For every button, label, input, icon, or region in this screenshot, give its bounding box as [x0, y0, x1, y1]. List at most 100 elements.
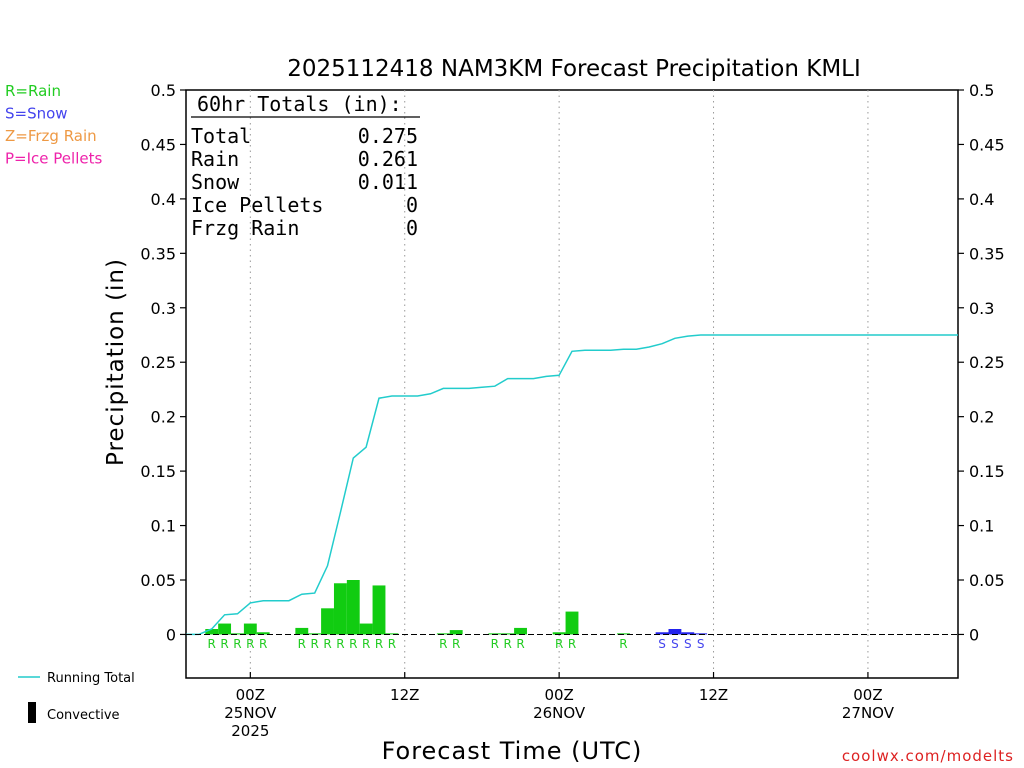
precip-bar: [256, 632, 270, 635]
precip-type-letter: R: [619, 637, 627, 651]
totals-row-label: Snow: [191, 170, 240, 194]
precip-type-letter: R: [259, 637, 267, 651]
precip-type-letter: R: [362, 637, 370, 651]
precip-type-letter: R: [298, 637, 306, 651]
y-tick-label-right: 0: [969, 625, 979, 644]
running-total-series: [186, 334, 958, 636]
y-tick-label-left: 0.2: [151, 408, 176, 427]
x-tick-label: 00Z: [236, 686, 265, 704]
y-tick-label-right: 0.05: [969, 571, 1005, 590]
y-tick-label-left: 0: [166, 625, 176, 644]
convective-legend-label: Convective: [47, 708, 120, 723]
precip-type-letter: R: [452, 637, 460, 651]
precip-type-letter: R: [310, 637, 318, 651]
running-total-legend-label: Running Total: [47, 671, 135, 686]
precip-bar: [617, 633, 630, 635]
x-tick-label: 2025: [231, 722, 269, 740]
y-tick-label-left: 0.4: [151, 190, 176, 209]
precip-type-letter: R: [349, 637, 357, 651]
precip-type-letter: R: [388, 637, 396, 651]
precip-bar: [346, 580, 360, 635]
totals-row-value: 0.275: [358, 124, 418, 148]
chart-title: 2025112418 NAM3KM Forecast Precipitation…: [287, 56, 861, 82]
precip-bar: [681, 632, 695, 635]
y-tick-label-right: 0.25: [969, 353, 1005, 372]
totals-row-label: Rain: [191, 147, 239, 171]
precip-bar: [321, 608, 334, 635]
precip-bar: [308, 633, 322, 635]
x-tick-label: 12Z: [699, 686, 728, 704]
precip-bar: [655, 632, 669, 635]
y-tick-label-left: 0.3: [151, 299, 176, 318]
precip-bar: [449, 630, 463, 635]
y-tick-label-left: 0.5: [151, 81, 176, 100]
precip-type-letter: R: [220, 637, 228, 651]
precip-type-legend: R=Rain S=Snow Z=Frzg Rain P=Ice Pellets: [5, 82, 102, 168]
precip-type-letter: R: [246, 637, 254, 651]
precip-bar: [372, 585, 386, 635]
totals-row-label: Total: [191, 124, 251, 148]
convective-legend-swatch: [28, 702, 36, 723]
series-legend: Running Total Convective: [18, 671, 135, 723]
credit-link[interactable]: coolwx.com/modelts: [842, 747, 1014, 765]
precip-type-letter: R: [568, 637, 576, 651]
y-tick-label-left: 0.35: [140, 244, 176, 263]
totals-row-value: 0: [406, 193, 418, 217]
precip-type-letter: S: [658, 637, 666, 651]
y-tick-label-left: 0.1: [151, 517, 176, 536]
plot-frame: [185, 89, 959, 679]
precip-bar: [243, 623, 257, 635]
type-legend-item: S=Snow: [5, 105, 68, 123]
y-tick-label-right: 0.3: [969, 299, 994, 318]
hourly-bars: [205, 580, 708, 635]
totals-row-value: 0: [406, 216, 418, 240]
x-tick-label: 25NOV: [224, 704, 277, 722]
precip-type-letter: R: [208, 637, 216, 651]
precip-bar: [694, 633, 708, 635]
y-tick-label-right: 0.15: [969, 462, 1005, 481]
precip-type-letter: R: [336, 637, 344, 651]
totals-box: 60hr Totals (in): Total 0.275 Rain 0.261 Sno…: [191, 92, 420, 240]
precip-type-letter: S: [671, 637, 679, 651]
type-legend-item: R=Rain: [5, 82, 61, 100]
totals-header: 60hr Totals (in):: [197, 92, 402, 116]
precip-bar: [359, 623, 373, 635]
precip-bar: [295, 627, 309, 635]
y-axis-left: 0 0.05 0.1 0.15 0.2 0.25 0.3 0.35 0.4 0.45 0.5: [140, 81, 186, 644]
vertical-gridlines: [249, 90, 869, 678]
precip-bar: [552, 632, 566, 635]
totals-row-label: Ice Pellets: [191, 193, 323, 217]
precip-type-letter: S: [697, 637, 705, 651]
y-tick-label-right: 0.45: [969, 135, 1005, 154]
y-tick-label-left: 0.25: [140, 353, 176, 372]
precip-bar: [385, 633, 399, 635]
y-tick-label-left: 0.15: [140, 462, 176, 481]
totals-row-value: 0.011: [358, 170, 418, 194]
precip-type-letter: R: [516, 637, 524, 651]
precip-bar: [501, 633, 515, 635]
precip-bar: [488, 633, 502, 635]
precip-bar: [565, 611, 579, 635]
precip-bar: [436, 633, 450, 635]
precip-type-letter: R: [439, 637, 447, 651]
precip-bar: [333, 583, 347, 635]
x-axis-label: Forecast Time (UTC): [382, 737, 643, 765]
precip-bar: [231, 633, 244, 635]
precip-type-letter: R: [491, 637, 499, 651]
y-tick-label-right: 0.2: [969, 408, 994, 427]
y-tick-label-right: 0.4: [969, 190, 994, 209]
precip-bar: [218, 623, 232, 635]
y-tick-label-left: 0.45: [140, 135, 176, 154]
precip-type-letter: R: [375, 637, 383, 651]
totals-row-label: Frzg Rain: [191, 216, 299, 240]
precip-bar: [205, 629, 219, 635]
running-total-line: [186, 334, 958, 636]
precip-type-letter: R: [233, 637, 241, 651]
totals-row-value: 0.261: [358, 147, 418, 171]
x-tick-label: 12Z: [390, 686, 419, 704]
precip-type-letter: R: [323, 637, 331, 651]
precip-bar: [668, 629, 682, 635]
type-legend-item: Z=Frzg Rain: [5, 127, 97, 145]
